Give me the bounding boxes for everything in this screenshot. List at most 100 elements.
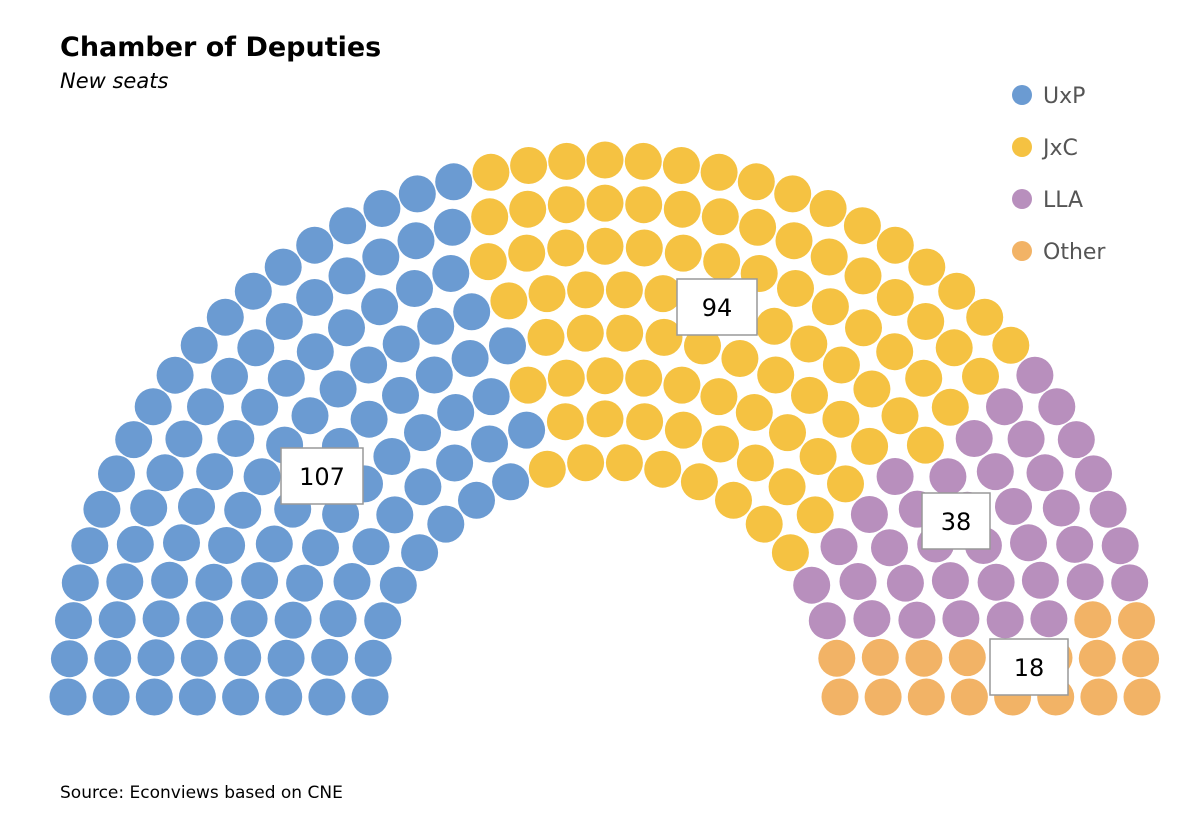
seat-lla (931, 562, 969, 600)
seat-jxc (876, 333, 914, 371)
seat-lla (793, 566, 831, 604)
seat-lla (1010, 524, 1047, 562)
seat-uxp (433, 208, 471, 246)
seat-jxc (771, 534, 809, 572)
seat-lla (808, 602, 846, 640)
seat-uxp (241, 388, 279, 426)
seat-jxc (715, 481, 752, 519)
seat-uxp (165, 420, 203, 458)
seat-jxc (624, 142, 662, 180)
seat-jxc (664, 234, 702, 272)
seat-lla (986, 388, 1023, 426)
seat-uxp (328, 257, 366, 295)
seat-uxp (146, 454, 184, 492)
seat-uxp (351, 678, 389, 716)
seat-jxc (790, 325, 828, 363)
seat-uxp (211, 357, 248, 395)
seat-jxc (567, 271, 605, 309)
seat-uxp (308, 678, 346, 716)
legend-dot-other (1012, 241, 1032, 261)
seat-jxc (567, 444, 605, 482)
seat-jxc (664, 411, 702, 449)
seat-lla (853, 600, 891, 638)
seat-jxc (757, 356, 795, 394)
seat-uxp (98, 601, 136, 639)
data-label-jxc-text: 94 (702, 294, 733, 322)
seat-other (1080, 678, 1118, 716)
seat-uxp (50, 640, 88, 678)
seat-jxc (721, 340, 759, 377)
seat-lla (1056, 525, 1094, 563)
seat-uxp (319, 370, 357, 408)
seat-jxc (472, 153, 510, 191)
chart-title: Chamber of Deputies (60, 32, 381, 63)
seat-uxp (404, 414, 441, 452)
seat-jxc (745, 505, 783, 543)
seat-lla (876, 458, 914, 495)
seat-lla (1007, 420, 1045, 458)
seat-jxc (625, 359, 663, 397)
seat-uxp (130, 489, 168, 527)
seat-uxp (417, 307, 455, 345)
seat-uxp (329, 207, 367, 245)
data-label-other-text: 18 (1014, 654, 1045, 682)
seat-jxc (548, 142, 586, 180)
seat-uxp (363, 190, 401, 227)
seat-jxc (809, 190, 847, 227)
seat-uxp (472, 378, 510, 416)
legend-item-other: Other (1012, 240, 1106, 265)
seat-jxc (735, 394, 773, 431)
seat-lla (955, 420, 993, 457)
seat-jxc (908, 248, 946, 286)
seat-jxc (509, 366, 547, 404)
seat-uxp (458, 481, 495, 519)
data-label-jxc-box (676, 278, 758, 336)
seat-other (864, 678, 902, 716)
seat-uxp (134, 388, 172, 426)
seat-uxp (291, 397, 329, 435)
seat-uxp (241, 562, 279, 600)
seat-uxp (267, 639, 305, 677)
seat-uxp (274, 601, 312, 639)
seat-uxp (364, 602, 402, 640)
seat-uxp (230, 600, 268, 638)
seat-uxp (180, 326, 218, 364)
legend-item-jxc: JxC (1012, 136, 1078, 161)
seat-lla (1057, 421, 1095, 459)
seat-jxc (966, 298, 1004, 336)
seat-jxc (605, 271, 643, 309)
seat-lla (929, 458, 967, 496)
seat-jxc (799, 438, 837, 475)
seat-lla (850, 496, 888, 533)
seat-uxp (333, 563, 371, 600)
seat-jxc (853, 370, 891, 408)
data-label-uxp-text: 107 (299, 463, 345, 491)
seat-uxp (398, 175, 436, 213)
seat-uxp (350, 346, 388, 384)
seat-jxc (876, 226, 914, 264)
seat-uxp (379, 566, 417, 604)
seat-jxc (702, 425, 739, 463)
seat-uxp (267, 359, 305, 397)
seat-uxp (115, 421, 153, 459)
seat-jxc (935, 329, 973, 367)
seat-jxc (508, 234, 546, 272)
seat-lla (942, 600, 980, 638)
seat-other (821, 678, 859, 716)
seat-jxc (528, 450, 566, 488)
seat-uxp (311, 638, 349, 676)
seat-uxp (49, 678, 87, 716)
seat-lla (1042, 489, 1080, 527)
seat-jxc (992, 326, 1030, 364)
seat-uxp (264, 248, 302, 286)
seat-jxc (625, 229, 663, 267)
seat-other (861, 638, 899, 676)
seat-uxp (352, 528, 390, 566)
seat-lla (1066, 563, 1104, 601)
seat-other (905, 639, 943, 677)
legend-label-uxp: UxP (1043, 84, 1085, 109)
seat-jxc (566, 314, 604, 352)
seat-jxc (810, 238, 848, 276)
seat-uxp (98, 455, 135, 493)
seat-jxc (822, 346, 860, 384)
